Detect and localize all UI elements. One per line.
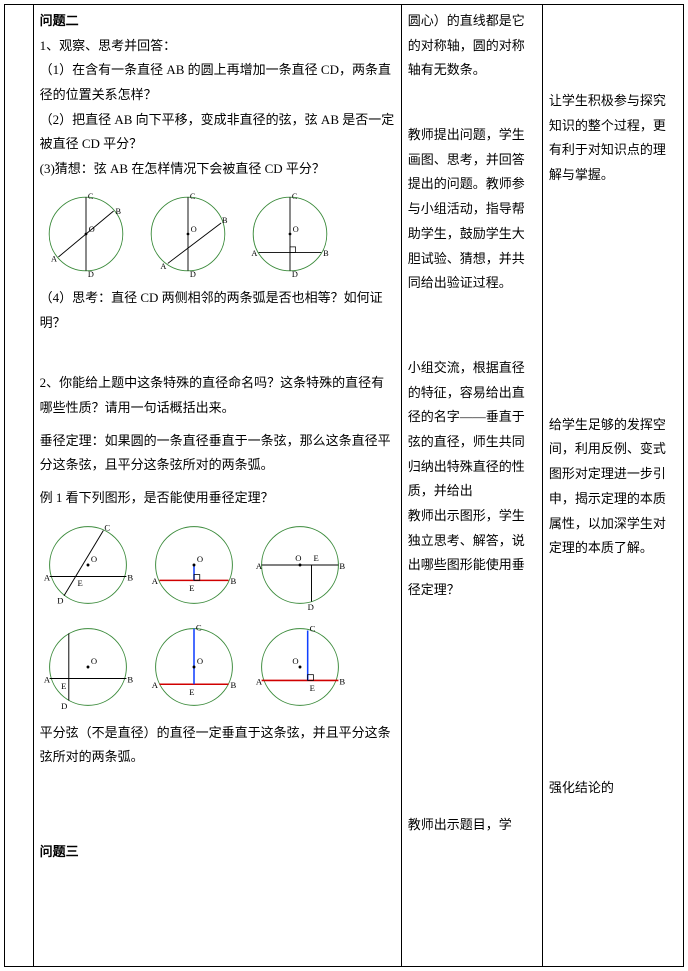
heading-q3: 问题三 — [40, 840, 395, 865]
svg-text:B: B — [230, 576, 236, 586]
svg-text:A: A — [160, 262, 166, 271]
svg-text:A: A — [43, 674, 50, 684]
svg-text:A: A — [151, 576, 158, 586]
n-p1: 让学生积极参与探究知识的整个过程，更有利于对知识点的理解与掌握。 — [549, 89, 677, 188]
svg-text:E: E — [189, 583, 194, 593]
fig-ex-a: C A B O E D — [40, 517, 136, 613]
svg-text:A: A — [255, 676, 262, 686]
svg-text:O: O — [88, 225, 94, 234]
fig-ex-e: C A B O E — [146, 619, 242, 715]
svg-text:O: O — [190, 225, 196, 234]
n-p2: 给学生足够的发挥空间，利用反例、变式图形对定理进一步引申，揭示定理的本质属性，以… — [549, 413, 677, 561]
svg-text:B: B — [339, 560, 345, 570]
svg-text:C: C — [104, 522, 110, 532]
t-p5: 教师出示题目，学 — [408, 813, 536, 838]
theorem: 垂径定理：如果圆的一条直径垂直于一条弦，那么这条直径平分这条弦，且平分这条弦所对… — [40, 429, 395, 478]
n-p3: 强化结论的 — [549, 776, 677, 801]
conclusion: 平分弦（不是直径）的直径一定垂直于这条弦，并且平分这条弦所对的两条弧。 — [40, 721, 395, 770]
svg-text:C: C — [87, 192, 93, 201]
svg-text:D: D — [307, 602, 313, 612]
svg-text:B: B — [323, 249, 329, 258]
svg-text:O: O — [292, 225, 298, 234]
observe-title: 1、观察、思考并回答： — [40, 34, 395, 59]
svg-text:B: B — [339, 676, 345, 686]
svg-text:A: A — [43, 572, 50, 582]
t-p2: 教师提出问题，学生画图、思考，并回答提出的问题。教师参与小组活动，指导帮助学生，… — [408, 123, 536, 296]
svg-text:D: D — [61, 701, 67, 711]
fig-oblique-chord: C A B O D — [142, 188, 234, 280]
svg-text:C: C — [189, 192, 195, 201]
svg-text:B: B — [127, 572, 133, 582]
svg-text:B: B — [127, 674, 133, 684]
svg-text:C: C — [196, 622, 202, 632]
col-teacher: 圆心）的直线都是它的对称轴，圆的对称轴有无数条。 教师提出问题，学生画图、思考，… — [401, 5, 542, 967]
svg-text:C: C — [309, 623, 315, 633]
fig-ex-b: A B O E — [146, 517, 242, 613]
figures-row-2: C A B O E D A B O E A B O E — [40, 517, 395, 613]
t-p4: 教师出示图形，学生独立思考、解答，说出哪些图形能使用垂径定理？ — [408, 504, 536, 603]
svg-text:E: E — [189, 686, 194, 696]
t-p3: 小组交流，根据直径的特征，容易给出直径的名字——垂直于弦的直径，师生共同归纳出特… — [408, 356, 536, 504]
q1: （1）在含有一条直径 AB 的圆上再增加一条直径 CD，两条直径的位置关系怎样？ — [40, 58, 395, 107]
svg-text:E: E — [313, 553, 318, 563]
col-empty — [5, 5, 34, 967]
svg-text:O: O — [295, 553, 301, 563]
svg-text:A: A — [51, 254, 57, 263]
svg-text:O: O — [197, 554, 203, 564]
svg-text:B: B — [115, 207, 121, 216]
fig-ex-f: C A B O E — [252, 619, 348, 715]
svg-text:D: D — [189, 270, 195, 279]
fig-two-diameters: C A B D O — [40, 188, 132, 280]
svg-text:O: O — [197, 656, 203, 666]
t-p1: 圆心）的直线都是它的对称轴，圆的对称轴有无数条。 — [408, 9, 536, 83]
q3: (3)猜想：弦 AB 在怎样情况下会被直径 CD 平分？ — [40, 157, 395, 182]
svg-text:A: A — [255, 560, 262, 570]
lesson-table: 问题二 1、观察、思考并回答： （1）在含有一条直径 AB 的圆上再增加一条直径… — [4, 4, 684, 967]
svg-text:B: B — [230, 680, 236, 690]
figures-row-3: A B O E D C A B O E C A B O — [40, 619, 395, 715]
svg-text:O: O — [91, 656, 97, 666]
svg-text:A: A — [151, 680, 158, 690]
col-notes: 让学生积极参与探究知识的整个过程，更有利于对知识点的理解与掌握。 给学生足够的发… — [542, 5, 683, 967]
example-1: 例 1 看下列图形，是否能使用垂径定理？ — [40, 486, 395, 511]
svg-text:E: E — [309, 683, 314, 693]
heading-q2: 问题二 — [40, 9, 395, 34]
svg-text:A: A — [251, 249, 257, 258]
figures-row-1: C A B D O C A B O D C A B O — [40, 188, 395, 280]
svg-text:D: D — [57, 595, 63, 605]
svg-text:B: B — [222, 216, 228, 225]
svg-text:O: O — [91, 554, 97, 564]
svg-text:D: D — [87, 270, 93, 279]
q4: （4）思考：直径 CD 两侧相邻的两条弧是否也相等？如何证明？ — [40, 286, 395, 335]
q5: 2、你能给上题中这条特殊的直径命名吗？这条特殊的直径有哪些性质？请用一句话概括出… — [40, 371, 395, 420]
q2: （2）把直径 AB 向下平移，变成非直径的弦，弦 AB 是否一定被直径 CD 平… — [40, 108, 395, 157]
fig-ex-c: A B O E D — [252, 517, 348, 613]
fig-perp-chord: C A B O D — [244, 188, 336, 280]
fig-ex-d: A B O E D — [40, 619, 136, 715]
svg-text:C: C — [291, 192, 297, 201]
svg-text:E: E — [77, 578, 82, 588]
svg-text:O: O — [292, 656, 298, 666]
col-main: 问题二 1、观察、思考并回答： （1）在含有一条直径 AB 的圆上再增加一条直径… — [33, 5, 401, 967]
svg-text:D: D — [291, 270, 297, 279]
svg-text:E: E — [61, 681, 66, 691]
